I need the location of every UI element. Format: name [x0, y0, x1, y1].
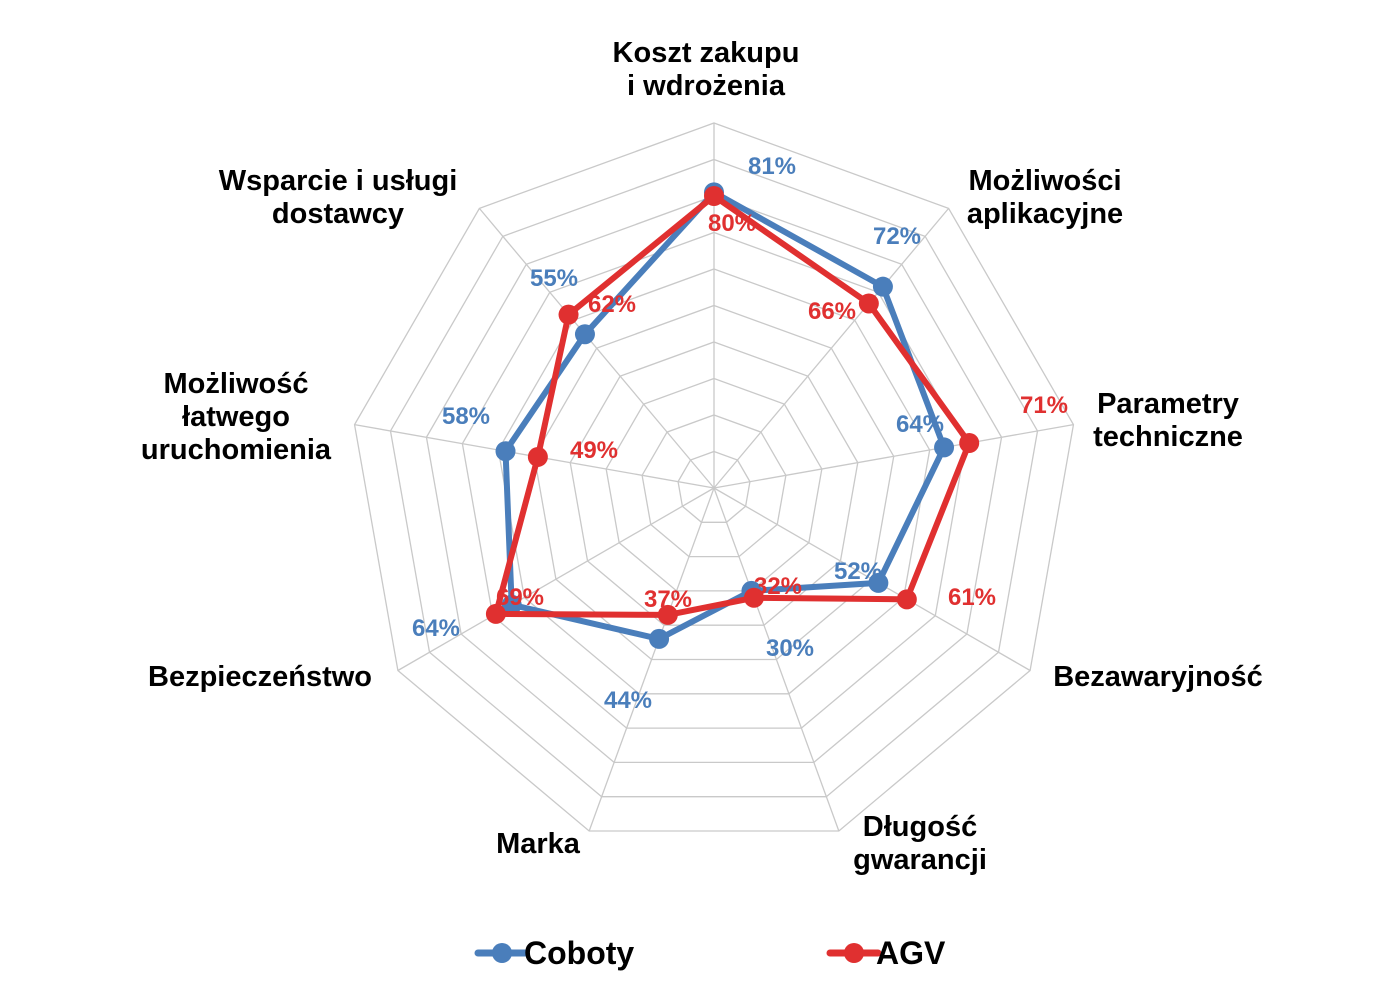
data-point-coboty: [501, 594, 522, 615]
data-point-coboty: [649, 628, 670, 649]
grid-spoke: [397, 487, 715, 672]
axis-label-line: Długość: [863, 811, 977, 843]
data-point-coboty: [495, 441, 516, 462]
axis-label-line: dostawcy: [272, 198, 404, 230]
axis-label: Bezawaryjność: [1053, 661, 1263, 693]
axis-label-line: Możliwości: [968, 165, 1121, 197]
series-lines: [485, 182, 980, 649]
axis-label-line: Możliwość: [163, 368, 308, 400]
data-label-agv: 61%: [948, 584, 996, 611]
data-label-agv: 32%: [754, 573, 802, 600]
data-point-coboty: [574, 324, 595, 345]
legend-item-coboty: Coboty: [474, 935, 634, 971]
data-point-agv: [657, 604, 678, 625]
grid-ring: [425, 195, 1003, 764]
data-label-agv: 71%: [1020, 392, 1068, 419]
data-label-agv: 69%: [496, 584, 544, 611]
axis-label-line: uruchomienia: [141, 434, 332, 466]
axis-label: Możliwości aplikacyjne: [967, 165, 1123, 230]
data-label-agv: 80%: [708, 210, 756, 237]
grid-ring: [461, 231, 967, 729]
grid-spoke: [713, 487, 840, 832]
data-point-agv: [959, 432, 980, 453]
legend-marker-coboty: [492, 943, 512, 963]
data-point-coboty: [872, 276, 893, 297]
legend-label-coboty: Coboty: [524, 935, 634, 971]
axis-label-line: aplikacyjne: [967, 198, 1123, 230]
axis-label-line: łatwego: [182, 401, 290, 433]
data-label-agv: 37%: [644, 586, 692, 613]
grid-ring: [533, 304, 895, 661]
axis-label: Marka: [496, 828, 581, 860]
axis-label-line: i wdrożenia: [627, 70, 786, 102]
axis-label-line: Bezawaryjność: [1053, 661, 1263, 693]
legend: Coboty AGV: [474, 935, 946, 971]
legend-label-agv: AGV: [876, 935, 946, 971]
data-point-agv: [558, 304, 579, 325]
axis-label-line: Bezpieczeństwo: [148, 661, 372, 693]
axis-label-line: gwarancji: [853, 844, 987, 876]
axis-label-line: Marka: [496, 828, 581, 860]
data-point-agv: [527, 446, 548, 467]
data-label-coboty: 64%: [412, 615, 460, 642]
grid-ring: [353, 122, 1075, 832]
axis-label-line: techniczne: [1093, 421, 1243, 453]
data-label-agv: 66%: [808, 298, 856, 325]
data-point-coboty: [868, 572, 889, 593]
grid-ring: [677, 450, 751, 523]
axis-label: Wsparcie i usługi dostawcy: [219, 165, 458, 230]
axis-label-line: Wsparcie i usługi: [219, 165, 458, 197]
data-label-coboty: 44%: [604, 687, 652, 714]
grid-spoke: [713, 207, 950, 489]
axis-labels: Koszt zakupu i wdrożenia Możliwości aplikac…: [141, 37, 1263, 876]
data-label-coboty: 81%: [748, 153, 796, 180]
axis-label: Możliwość łatwego uruchomienia: [141, 368, 332, 466]
data-label-coboty: 72%: [873, 223, 921, 250]
data-label-coboty: 64%: [896, 411, 944, 438]
grid-ring: [605, 377, 823, 592]
axis-label: Parametry techniczne: [1093, 388, 1243, 453]
data-label-coboty: 30%: [766, 635, 814, 662]
data-point-agv: [485, 603, 506, 624]
axis-label-line: Koszt zakupu: [613, 37, 800, 69]
series-line-agv: [492, 193, 973, 618]
data-point-agv: [704, 186, 724, 206]
grid-ring: [641, 414, 787, 558]
axis-label-line: Parametry: [1097, 388, 1239, 420]
grid-spoke: [713, 423, 1074, 489]
grid-ring: [569, 341, 859, 626]
data-label-agv: 49%: [570, 437, 618, 464]
data-point-agv: [858, 293, 879, 314]
legend-item-agv: AGV: [826, 935, 946, 971]
grid-ring: [389, 158, 1039, 798]
axis-label: Bezpieczeństwo: [148, 661, 372, 693]
axis-label: Koszt zakupu i wdrożenia: [613, 37, 800, 102]
data-point-coboty: [934, 437, 955, 458]
grid-spoke: [588, 487, 715, 832]
grid-ring: [497, 268, 931, 695]
legend-marker-agv: [844, 943, 864, 963]
data-point-agv: [743, 587, 764, 608]
data-point-agv: [896, 589, 917, 610]
grid-spoke: [478, 207, 715, 489]
data-label-agv: 62%: [588, 291, 636, 318]
data-labels: 81% 72% 64% 52% 30% 44% 64% 58% 55% 80% 66% 71% 61% 3…: [412, 153, 1068, 714]
axis-label: Długość gwarancji: [853, 811, 987, 876]
data-label-coboty: 58%: [442, 403, 490, 430]
data-label-coboty: 55%: [530, 265, 578, 292]
data-label-coboty: 52%: [834, 558, 882, 585]
